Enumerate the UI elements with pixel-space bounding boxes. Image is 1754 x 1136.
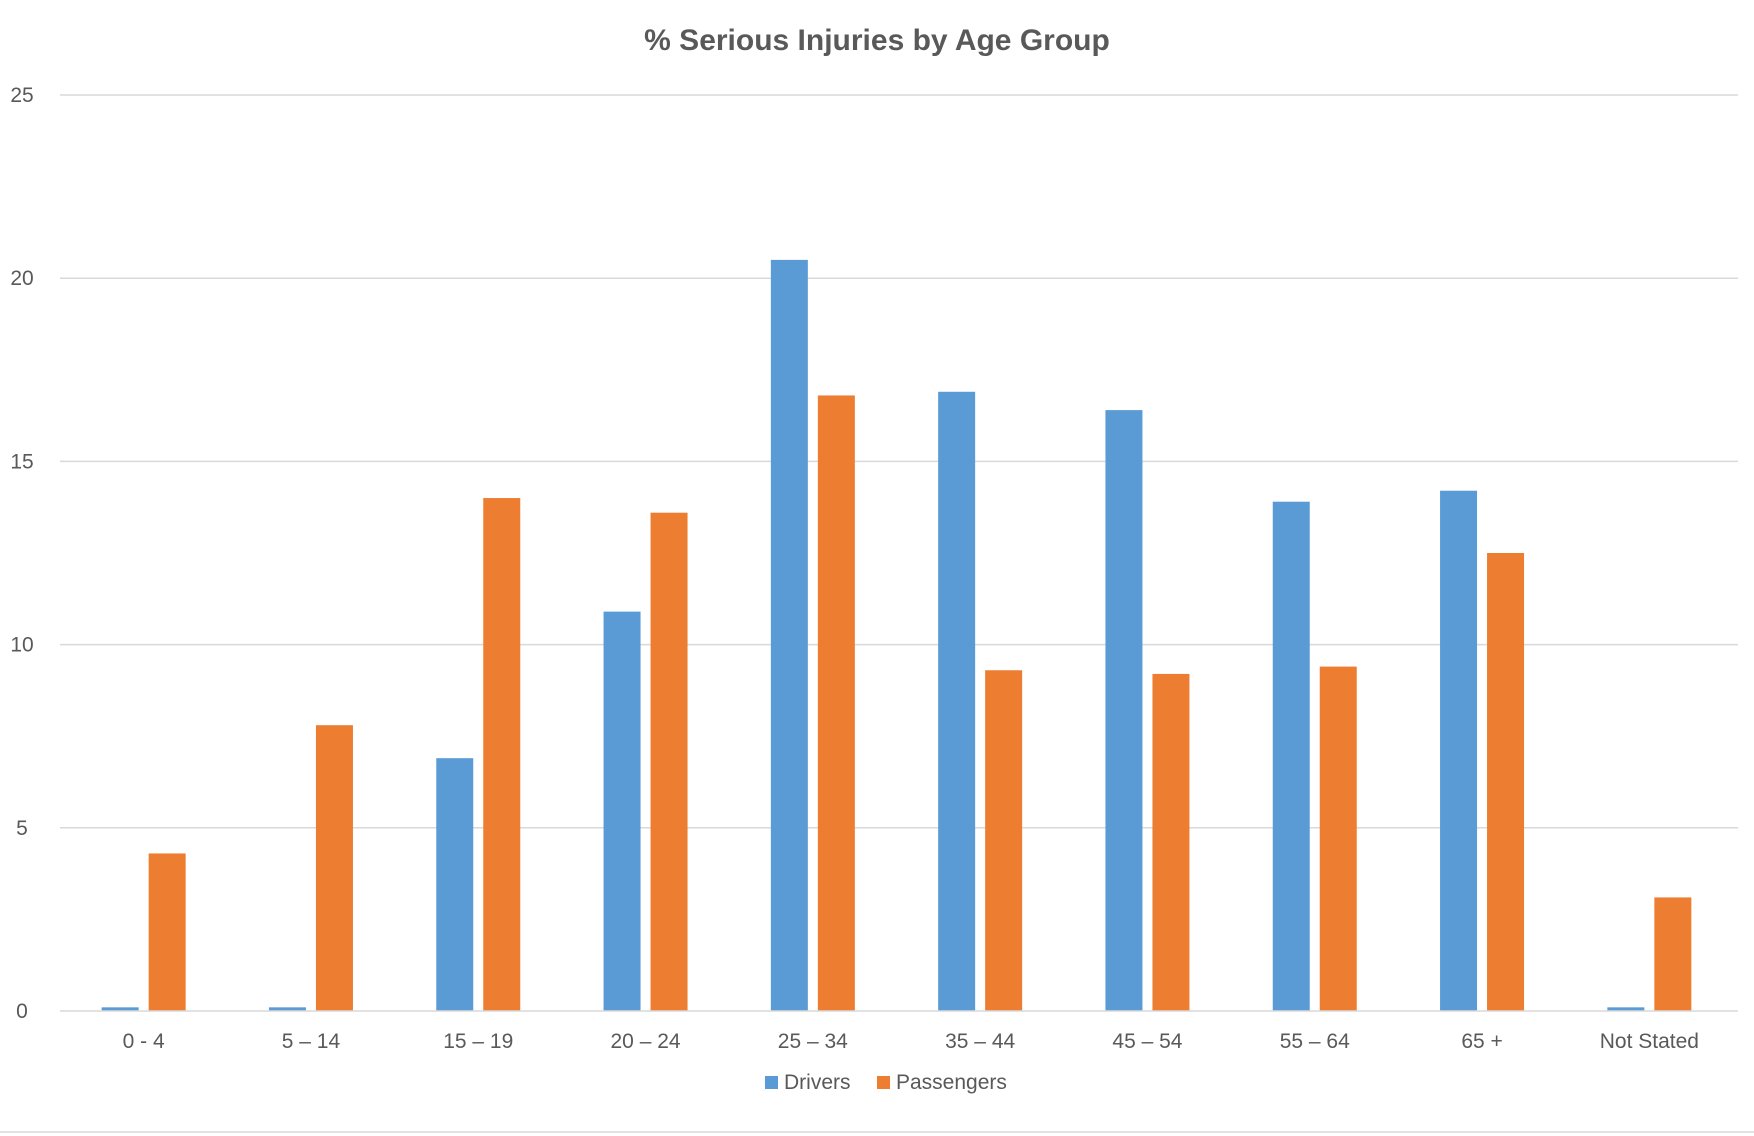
- x-tick-label: 45 – 54: [1112, 1030, 1182, 1053]
- bar-passengers-6: [1152, 673, 1190, 1011]
- bar-drivers-6: [1105, 410, 1143, 1011]
- legend-label-drivers: Drivers: [784, 1071, 851, 1094]
- bar-drivers-9: [1607, 1007, 1645, 1011]
- bar-drivers-4: [770, 259, 808, 1011]
- bar-passengers-0: [148, 853, 186, 1011]
- bar-passengers-1: [315, 725, 353, 1011]
- bar-drivers-0: [101, 1007, 139, 1011]
- x-tick-label: 25 – 34: [778, 1030, 848, 1053]
- bar-passengers-4: [817, 395, 855, 1011]
- y-tick-label: 10: [10, 634, 33, 657]
- x-axis-ticks: 0 - 4 5 – 14 15 – 19 20 – 24 25 – 34 35 – 44 4…: [123, 1030, 1699, 1053]
- x-tick-label: 0 - 4: [123, 1030, 165, 1053]
- legend: Drivers Passengers: [765, 1071, 1007, 1094]
- y-tick-label: 5: [16, 817, 28, 840]
- bar-drivers-8: [1440, 490, 1478, 1011]
- y-tick-label: 25: [10, 84, 33, 107]
- bar-passengers-5: [985, 670, 1023, 1011]
- y-tick-label: 15: [10, 450, 33, 473]
- bar-drivers-1: [268, 1007, 306, 1011]
- bars: [101, 259, 1692, 1011]
- bar-passengers-3: [650, 512, 688, 1011]
- x-tick-label: 20 – 24: [611, 1030, 681, 1053]
- y-tick-label: 20: [10, 267, 33, 290]
- bar-passengers-2: [483, 498, 521, 1011]
- bar-passengers-7: [1319, 666, 1357, 1011]
- x-tick-label: 65 +: [1461, 1030, 1502, 1053]
- legend-label-passengers: Passengers: [896, 1071, 1007, 1094]
- x-tick-label: 15 – 19: [443, 1030, 513, 1053]
- bar-passengers-8: [1487, 553, 1525, 1011]
- x-tick-label: 35 – 44: [945, 1030, 1015, 1053]
- x-tick-label: 55 – 64: [1280, 1030, 1350, 1053]
- legend-swatch-drivers: [765, 1076, 778, 1089]
- x-tick-label: Not Stated: [1600, 1030, 1699, 1053]
- bar-drivers-7: [1272, 501, 1310, 1011]
- y-axis-ticks: 0 5 10 15 20 25: [10, 84, 33, 1023]
- chart-title: % Serious Injuries by Age Group: [644, 24, 1110, 57]
- bar-drivers-2: [436, 758, 474, 1011]
- gridlines: [60, 94, 1738, 829]
- legend-swatch-passengers: [877, 1076, 890, 1089]
- bar-drivers-5: [938, 391, 976, 1011]
- x-tick-label: 5 – 14: [282, 1030, 341, 1053]
- bar-passengers-9: [1654, 897, 1692, 1011]
- bar-drivers-3: [603, 611, 641, 1011]
- y-tick-label: 0: [16, 1000, 28, 1023]
